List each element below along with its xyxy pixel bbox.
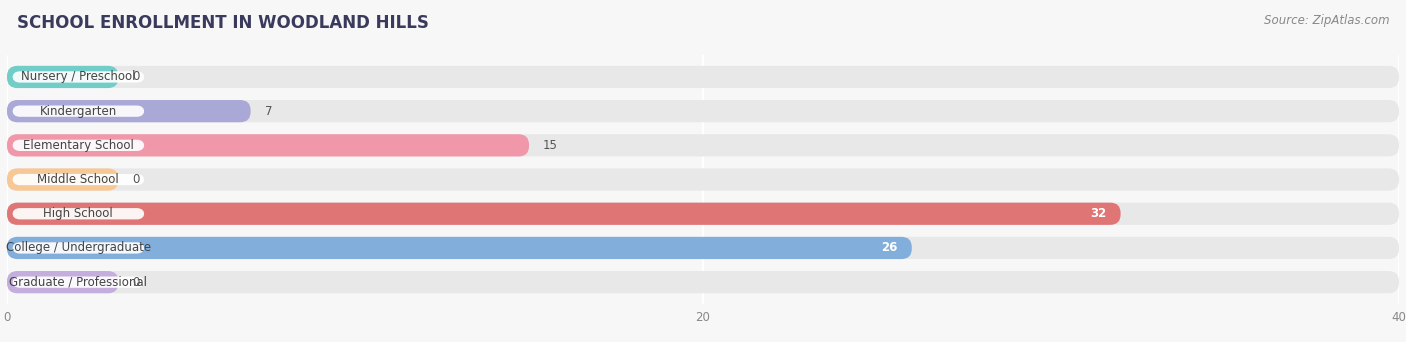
Text: 0: 0 <box>132 276 139 289</box>
FancyBboxPatch shape <box>13 276 145 288</box>
FancyBboxPatch shape <box>7 237 1399 259</box>
FancyBboxPatch shape <box>13 208 145 220</box>
FancyBboxPatch shape <box>7 271 1399 293</box>
Text: Elementary School: Elementary School <box>22 139 134 152</box>
FancyBboxPatch shape <box>13 242 145 254</box>
FancyBboxPatch shape <box>7 202 1399 225</box>
FancyBboxPatch shape <box>7 169 1399 191</box>
FancyBboxPatch shape <box>7 134 529 157</box>
Text: Kindergarten: Kindergarten <box>39 105 117 118</box>
FancyBboxPatch shape <box>13 106 145 117</box>
Text: 0: 0 <box>132 173 139 186</box>
Text: 15: 15 <box>543 139 558 152</box>
FancyBboxPatch shape <box>7 271 118 293</box>
Text: 26: 26 <box>882 241 898 254</box>
Text: High School: High School <box>44 207 114 220</box>
Text: 32: 32 <box>1091 207 1107 220</box>
Text: 0: 0 <box>132 70 139 83</box>
FancyBboxPatch shape <box>7 66 118 88</box>
Text: Graduate / Professional: Graduate / Professional <box>10 276 148 289</box>
FancyBboxPatch shape <box>13 71 145 83</box>
FancyBboxPatch shape <box>7 134 1399 157</box>
Text: 7: 7 <box>264 105 271 118</box>
Text: College / Undergraduate: College / Undergraduate <box>6 241 150 254</box>
FancyBboxPatch shape <box>13 174 145 185</box>
FancyBboxPatch shape <box>7 169 118 191</box>
FancyBboxPatch shape <box>7 237 912 259</box>
FancyBboxPatch shape <box>7 202 1121 225</box>
FancyBboxPatch shape <box>7 100 1399 122</box>
Text: SCHOOL ENROLLMENT IN WOODLAND HILLS: SCHOOL ENROLLMENT IN WOODLAND HILLS <box>17 14 429 32</box>
FancyBboxPatch shape <box>7 100 250 122</box>
Text: Middle School: Middle School <box>38 173 120 186</box>
FancyBboxPatch shape <box>7 66 1399 88</box>
FancyBboxPatch shape <box>13 140 145 151</box>
Text: Nursery / Preschool: Nursery / Preschool <box>21 70 135 83</box>
Text: Source: ZipAtlas.com: Source: ZipAtlas.com <box>1264 14 1389 27</box>
